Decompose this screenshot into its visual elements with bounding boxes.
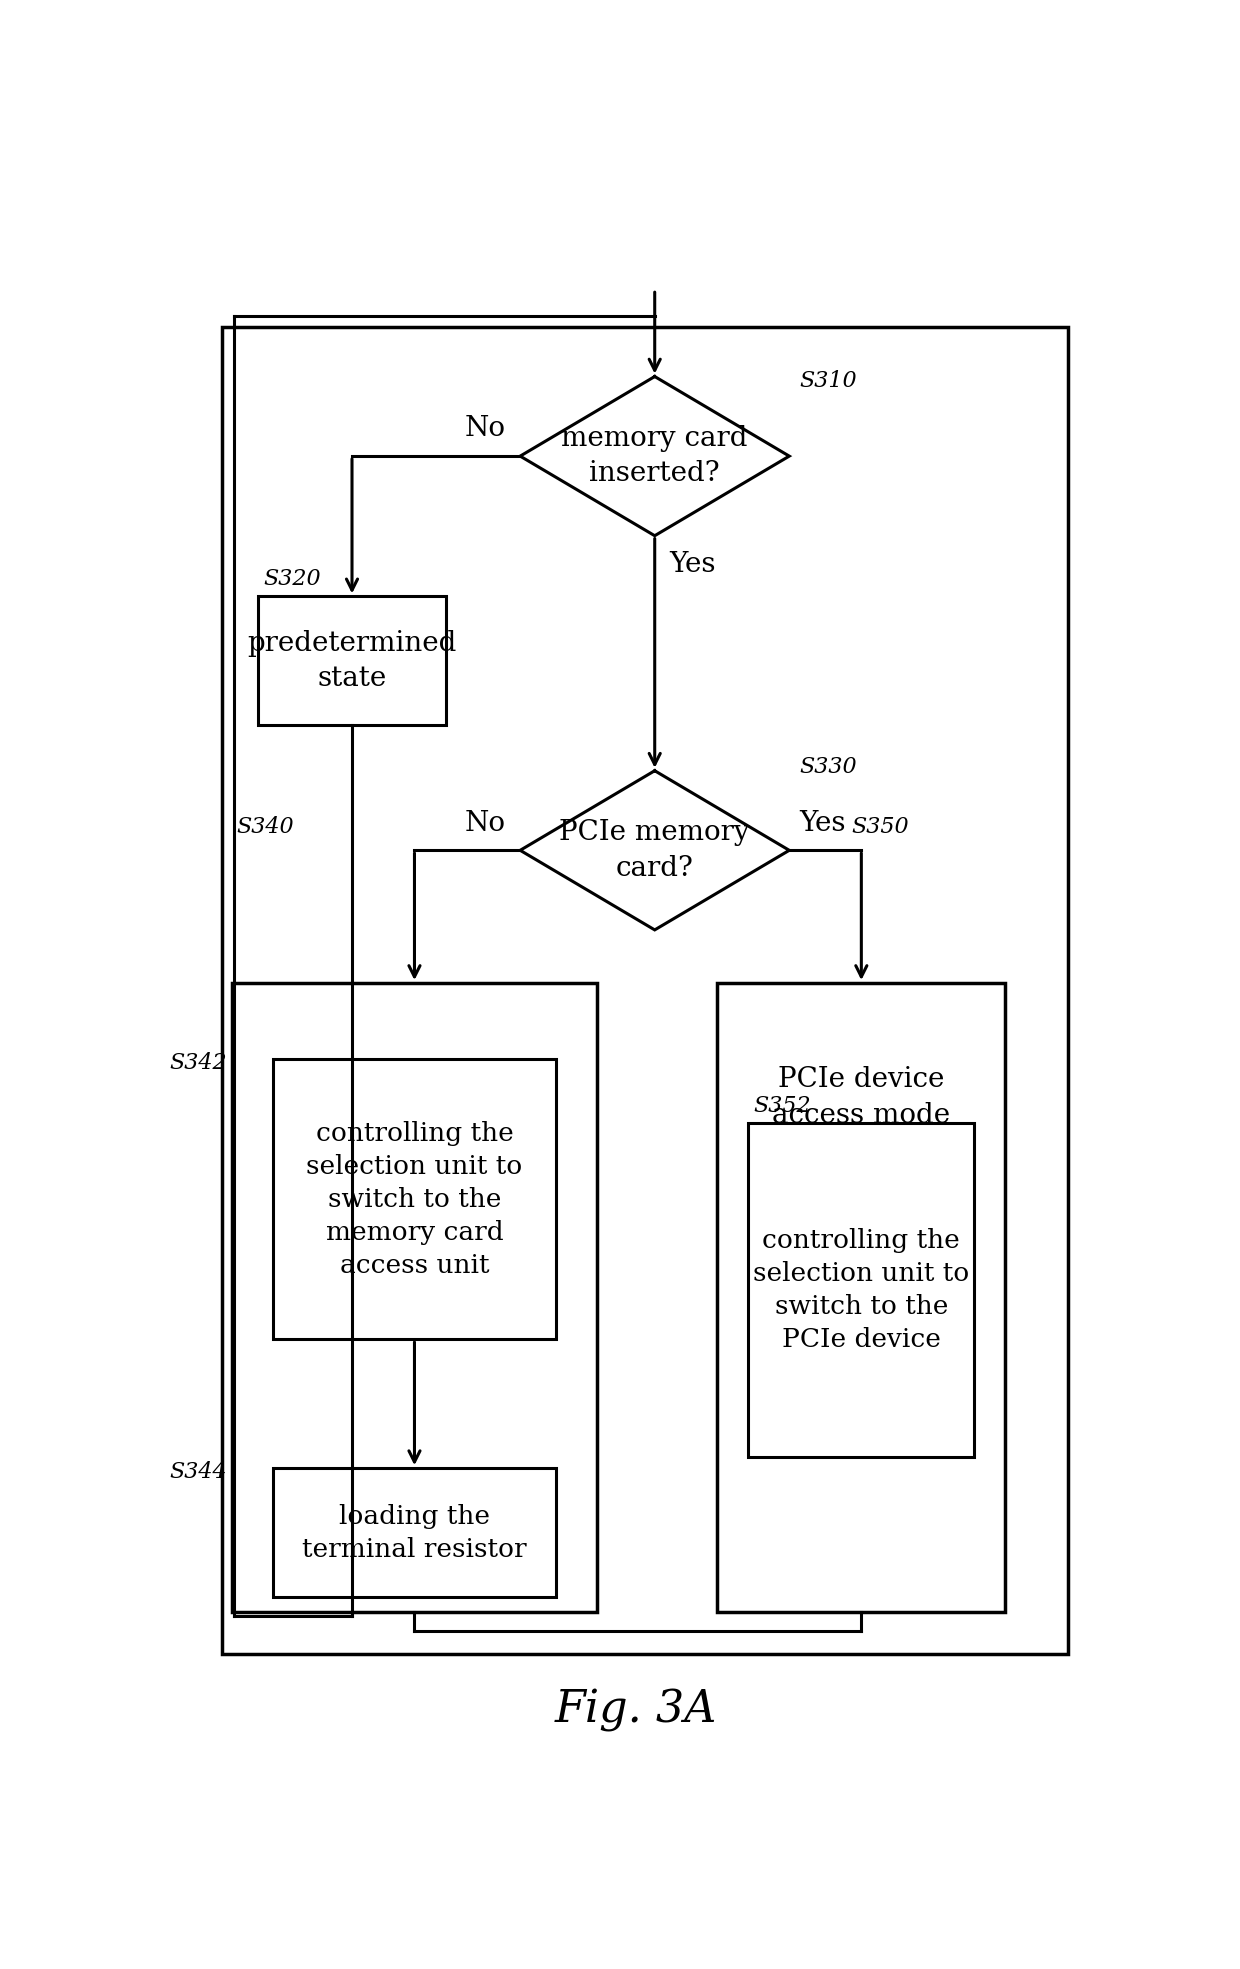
Bar: [273, 1059, 557, 1339]
Text: controlling the
selection unit to
switch to the
PCIe device: controlling the selection unit to switch…: [753, 1229, 970, 1353]
Text: S310: S310: [799, 370, 857, 392]
Text: S352: S352: [753, 1095, 811, 1116]
Text: S344: S344: [170, 1461, 227, 1483]
Text: loading the
terminal resistor: loading the terminal resistor: [303, 1504, 527, 1561]
Bar: [232, 983, 596, 1613]
Text: PCIe device
access mode: PCIe device access mode: [773, 1067, 950, 1128]
Text: S320: S320: [263, 569, 321, 591]
Text: No: No: [465, 415, 506, 443]
Bar: [717, 983, 1006, 1613]
Bar: [273, 1469, 557, 1597]
Text: S342: S342: [170, 1051, 227, 1073]
Bar: [749, 1122, 975, 1457]
Text: predetermined
state: predetermined state: [247, 630, 456, 691]
Text: S330: S330: [799, 756, 857, 778]
Text: controlling the
selection unit to
switch to the
memory card
access unit: controlling the selection unit to switch…: [306, 1120, 522, 1278]
Text: Yes: Yes: [670, 551, 715, 577]
Text: PCIe memory
card?: PCIe memory card?: [559, 819, 750, 882]
Text: Yes: Yes: [799, 809, 846, 837]
Text: memory card
inserted?: memory card inserted?: [562, 425, 748, 486]
Text: No: No: [465, 809, 506, 837]
Bar: [222, 327, 1068, 1654]
Text: Fig. 3A: Fig. 3A: [554, 1687, 717, 1731]
Text: non-PCIe device
access mode: non-PCIe device access mode: [300, 1067, 528, 1128]
Bar: [258, 597, 445, 725]
Text: S340: S340: [237, 817, 294, 839]
Text: S350: S350: [852, 817, 909, 839]
